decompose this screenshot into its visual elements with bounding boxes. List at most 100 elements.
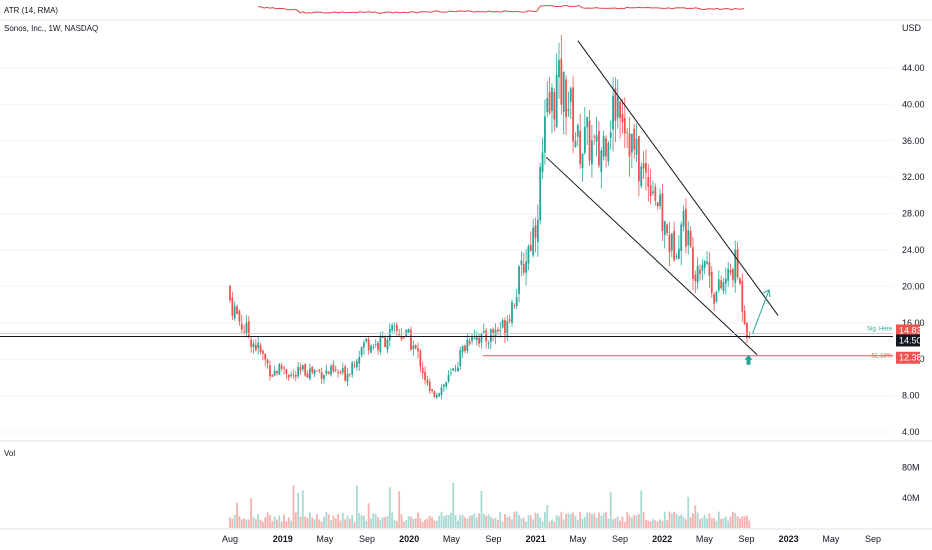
volume-bar <box>395 520 398 528</box>
volume-bar <box>727 520 730 528</box>
candle-body <box>600 150 603 172</box>
candle-body <box>388 329 391 341</box>
candle-body <box>435 395 438 398</box>
symbol-title: Sonos, Inc., 1W, NASDAQ <box>4 24 98 33</box>
candle-body <box>583 126 586 153</box>
volume-bar <box>287 517 290 528</box>
volume-tick-label: 80M <box>902 463 920 473</box>
price-tick-label: 24.00 <box>902 245 925 255</box>
candle-body <box>511 302 513 323</box>
candle-body <box>353 364 356 366</box>
candle-body <box>593 136 596 138</box>
candle-body <box>403 337 405 339</box>
candle-body <box>410 330 412 350</box>
volume-bar <box>381 517 384 528</box>
candle-body <box>313 370 316 375</box>
channel-upper-line[interactable] <box>577 40 779 316</box>
candle-body <box>717 279 720 291</box>
volume-bar <box>499 512 502 528</box>
candle-body <box>309 368 311 379</box>
volume-bar <box>605 511 607 528</box>
candle-body <box>386 339 389 350</box>
volume-bar <box>245 519 248 528</box>
candle-body <box>670 233 673 251</box>
candle-body <box>492 328 495 334</box>
volume-bar <box>675 513 678 528</box>
candle-body <box>421 367 424 374</box>
candle-body <box>381 336 384 338</box>
candle-body <box>541 152 544 172</box>
volume-bar <box>259 519 262 528</box>
volume-bar <box>583 516 586 528</box>
channel-lower-line[interactable] <box>545 156 758 356</box>
candle-body <box>569 88 572 103</box>
volume-bar <box>708 513 711 528</box>
candle-body <box>379 335 382 352</box>
volume-bar <box>447 514 450 528</box>
volume-bar <box>562 519 565 528</box>
candle-body <box>741 280 744 312</box>
candle-body <box>337 371 339 373</box>
volume-bar <box>541 521 544 528</box>
annotation-label: SL 18% <box>871 354 892 360</box>
candle-body <box>283 367 285 369</box>
volume-bar <box>609 491 612 528</box>
candle-body <box>346 373 349 382</box>
candle-body <box>332 364 335 372</box>
volume-bar <box>647 520 650 528</box>
candle-body <box>555 75 558 128</box>
candle-body <box>652 191 654 194</box>
volume-bar <box>236 502 238 528</box>
candle-body <box>269 365 271 377</box>
candle-body <box>680 224 683 251</box>
candle-body <box>245 322 248 334</box>
time-tick-label: Sep <box>359 534 375 544</box>
time-tick-label: Sep <box>865 534 881 544</box>
volume-bar <box>468 515 471 528</box>
volume-bar <box>327 514 330 528</box>
volume-bar <box>313 519 316 528</box>
volume-bar <box>386 516 389 528</box>
volume-bar <box>283 514 285 528</box>
volume-bar <box>440 511 443 528</box>
price-tick-label: 28.00 <box>902 209 925 219</box>
volume-bar <box>588 512 591 528</box>
candle-body <box>727 269 730 281</box>
candle-body <box>562 71 565 112</box>
candle-body <box>407 328 410 333</box>
candle-body <box>370 345 372 353</box>
candle-body <box>480 333 483 343</box>
atr-line <box>258 4 745 14</box>
volume-bar <box>360 515 363 528</box>
volume-bar <box>318 519 321 528</box>
volume-bar <box>428 515 431 528</box>
volume-bar <box>489 516 492 528</box>
candle-body <box>546 98 549 113</box>
volume-bar <box>309 512 311 528</box>
volume-bar <box>365 520 368 528</box>
volume-bars <box>229 483 751 528</box>
volume-bar <box>363 515 365 528</box>
candle-body <box>748 336 751 338</box>
volume-bar <box>393 520 396 528</box>
volume-bar <box>567 513 570 528</box>
volume-bar <box>492 518 495 528</box>
volume-bar <box>297 492 300 528</box>
volume-bar <box>311 517 314 528</box>
candle-body <box>266 359 269 364</box>
volume-bar <box>346 515 349 528</box>
volume-bar <box>652 519 654 528</box>
volume-bar <box>323 516 325 528</box>
volume-bar <box>250 497 253 528</box>
atr-indicator-label[interactable]: ATR (14, RMA) <box>4 6 58 15</box>
candle-body <box>398 333 401 335</box>
candle-body <box>659 194 661 206</box>
candle-body <box>732 269 734 280</box>
projection-arrow[interactable] <box>752 289 770 334</box>
volume-label: Vol <box>4 449 15 458</box>
candle-body <box>454 369 457 371</box>
candle-body <box>515 297 518 306</box>
candle-body <box>579 130 582 165</box>
volume-bar <box>276 519 278 528</box>
